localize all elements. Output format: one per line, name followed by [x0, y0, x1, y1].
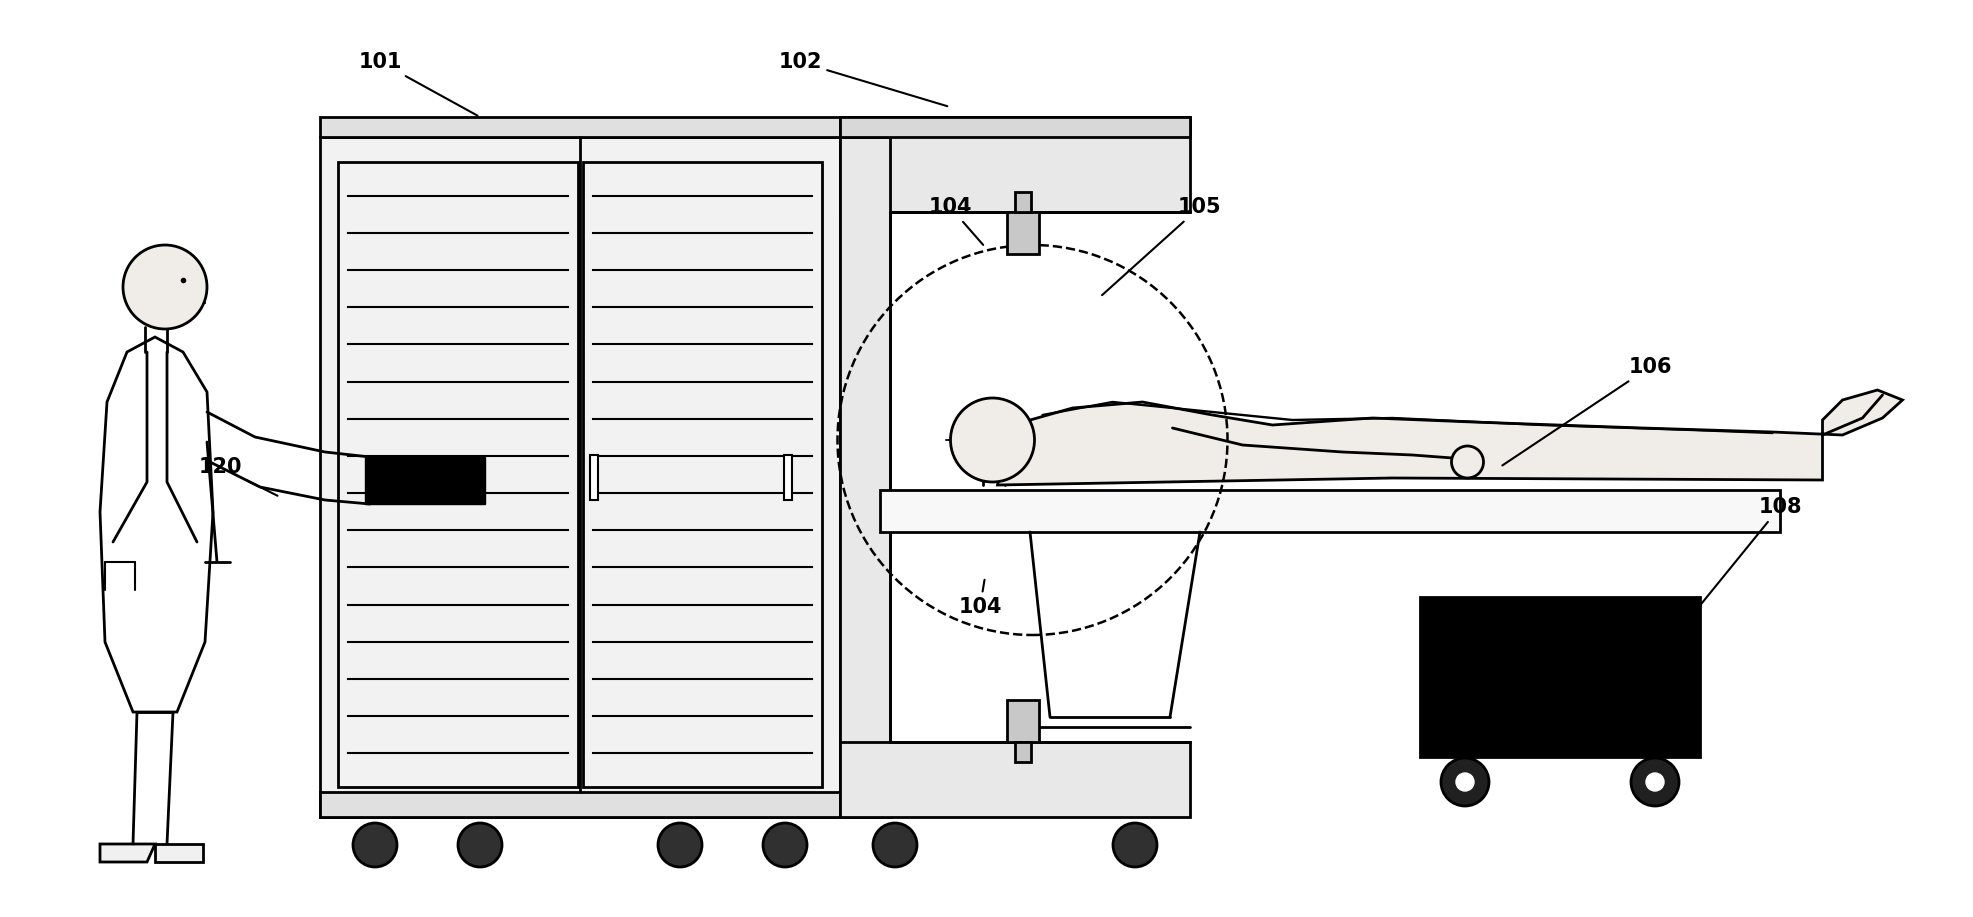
Text: 101: 101 [359, 52, 477, 116]
Bar [880, 490, 1780, 532]
Circle shape [122, 245, 207, 329]
Circle shape [659, 823, 702, 867]
Bar [840, 137, 890, 817]
Circle shape [1645, 773, 1663, 791]
Polygon shape [998, 390, 1902, 485]
Circle shape [1632, 758, 1679, 806]
Circle shape [1440, 758, 1490, 806]
Bar [1006, 212, 1038, 254]
Bar [320, 137, 840, 817]
Text: 102: 102 [777, 52, 947, 106]
Circle shape [1113, 823, 1156, 867]
Polygon shape [122, 245, 207, 287]
Bar [1006, 700, 1038, 742]
Bar [783, 455, 791, 500]
Bar [1014, 192, 1030, 212]
Circle shape [1456, 773, 1474, 791]
Bar [582, 162, 823, 787]
Bar [320, 117, 840, 137]
Circle shape [458, 823, 501, 867]
Text: 104: 104 [959, 580, 1002, 617]
Circle shape [353, 823, 397, 867]
Polygon shape [156, 844, 203, 862]
Polygon shape [101, 844, 156, 862]
Circle shape [872, 823, 917, 867]
Bar [337, 162, 578, 787]
Text: 108: 108 [1651, 497, 1801, 665]
Text: 104: 104 [927, 197, 983, 245]
Circle shape [764, 823, 807, 867]
Polygon shape [101, 337, 213, 712]
Text: 105: 105 [1103, 197, 1221, 295]
Bar [840, 117, 1190, 212]
Circle shape [1452, 446, 1484, 478]
Polygon shape [945, 398, 1040, 440]
Bar [320, 792, 840, 817]
Bar [1014, 742, 1030, 762]
Bar [590, 455, 598, 500]
Bar [840, 742, 1190, 817]
Bar [1421, 597, 1701, 757]
Text: 120: 120 [197, 457, 278, 496]
Polygon shape [365, 457, 485, 504]
Bar [840, 117, 1190, 137]
Text: 106: 106 [1501, 357, 1671, 466]
Polygon shape [951, 398, 1034, 435]
Circle shape [951, 398, 1034, 482]
